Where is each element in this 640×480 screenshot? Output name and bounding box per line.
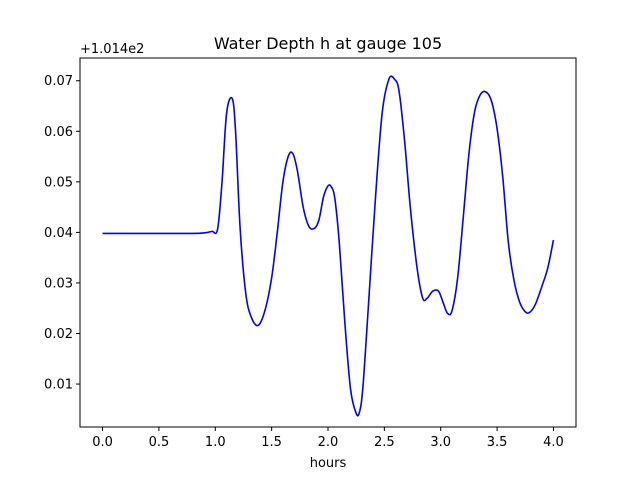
x-tick-label: 2.5 <box>374 435 395 450</box>
y-tick-label: 0.07 <box>44 74 73 89</box>
y-tick-label: 0.02 <box>44 327 73 342</box>
x-axis-label: hours <box>310 456 347 471</box>
y-tick-label: 0.03 <box>44 276 73 291</box>
y-tick-label: 0.01 <box>44 378 73 393</box>
y-tick-label: 0.05 <box>44 175 73 190</box>
x-tick-label: 4.0 <box>543 435 564 450</box>
x-tick-label: 1.5 <box>261 435 282 450</box>
plot-area <box>80 58 576 427</box>
chart-title: Water Depth h at gauge 105 <box>214 34 442 53</box>
plot-frame <box>79 57 577 428</box>
y-axis: 0.01 0.02 0.03 0.04 0.05 0.06 0.07 <box>44 74 80 393</box>
x-tick-label: 2.0 <box>318 435 339 450</box>
water-depth-line <box>102 75 555 417</box>
y-offset-label: +1.014e2 <box>80 42 144 57</box>
x-axis: 0.0 0.5 1.0 1.5 2.0 2.5 3.0 3.5 4.0 <box>92 427 564 450</box>
x-tick-label: 3.0 <box>430 435 451 450</box>
x-tick-label: 0.5 <box>149 435 170 450</box>
x-tick-label: 1.0 <box>205 435 226 450</box>
x-tick-label: 0.0 <box>92 435 113 450</box>
y-tick-label: 0.04 <box>44 226 73 241</box>
x-tick-label: 3.5 <box>487 435 508 450</box>
y-tick-label: 0.06 <box>44 125 73 140</box>
